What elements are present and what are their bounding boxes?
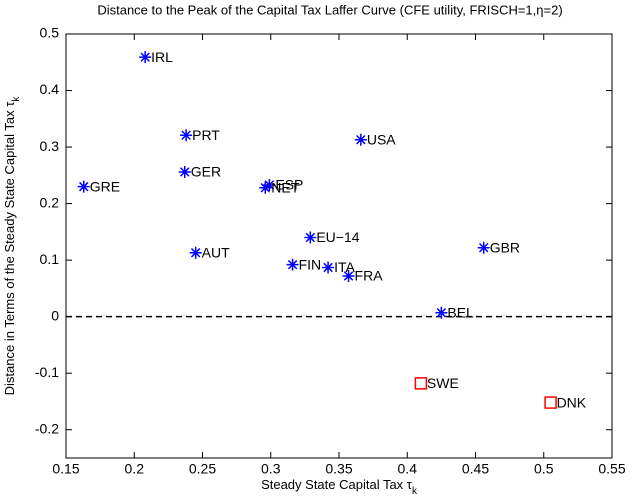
point-label: GER [191, 164, 221, 180]
point [477, 241, 490, 254]
y-tick-label: -0.1 [35, 364, 59, 380]
y-tick-label: 0.3 [40, 138, 60, 154]
point [77, 180, 90, 193]
x-tick-label: 0.4 [398, 461, 418, 477]
x-tick-label: 0.25 [189, 461, 216, 477]
point [259, 181, 272, 194]
point [178, 165, 191, 178]
point-label: AUT [202, 244, 230, 260]
y-axis-label: Distance in Terms of the Steady State Ca… [2, 96, 21, 396]
point-label: EU−14 [316, 229, 359, 245]
point-label: NET [271, 179, 299, 195]
y-tick-label: 0 [51, 307, 59, 323]
x-tick-label: 0.55 [598, 461, 625, 477]
x-tick-label: 0.15 [52, 461, 79, 477]
x-tick-label: 0.45 [462, 461, 489, 477]
point-label: USA [367, 131, 396, 147]
point-label: FRA [355, 268, 384, 284]
x-axis-label-text: Steady State Capital Tax τ [261, 477, 413, 492]
point-label: IRL [151, 49, 173, 65]
y-tick-label: 0.5 [40, 25, 60, 41]
x-tick-label: 0.3 [261, 461, 281, 477]
point-label: BEL [447, 304, 474, 320]
point-label: PRT [192, 127, 220, 143]
point-label: DNK [557, 394, 587, 410]
x-tick-label: 0.2 [125, 461, 145, 477]
y-axis-label-subscript: k [11, 96, 22, 102]
point-label: FIN [299, 256, 322, 272]
y-axis-label-text: Distance in Terms of the Steady State Ca… [2, 101, 17, 396]
point-label: ITA [334, 259, 355, 275]
point [286, 258, 299, 271]
point [354, 133, 367, 146]
point [263, 178, 276, 191]
point [180, 129, 193, 142]
chart-title: Distance to the Peak of the Capital Tax … [97, 2, 562, 17]
point [342, 269, 355, 282]
point-label: GRE [90, 178, 120, 194]
y-tick-label: 0.2 [40, 194, 60, 210]
x-tick-label: 0.35 [325, 461, 352, 477]
point [189, 246, 202, 259]
point [322, 261, 335, 274]
point [544, 396, 557, 409]
x-axis-label-subscript: k [412, 486, 418, 497]
point [304, 231, 317, 244]
point-label: GBR [490, 239, 520, 255]
x-tick-label: 0.5 [534, 461, 554, 477]
y-tick-label: 0.1 [40, 251, 60, 267]
y-tick-label: 0.4 [40, 81, 60, 97]
plot-frame [65, 33, 613, 459]
point [414, 377, 428, 390]
x-axis-label: Steady State Capital Tax τk [261, 477, 418, 496]
y-tick-label: -0.2 [35, 420, 59, 436]
point-label: SWE [427, 375, 459, 391]
point [435, 306, 448, 319]
point [139, 51, 152, 64]
point-label: ESP [275, 177, 303, 193]
